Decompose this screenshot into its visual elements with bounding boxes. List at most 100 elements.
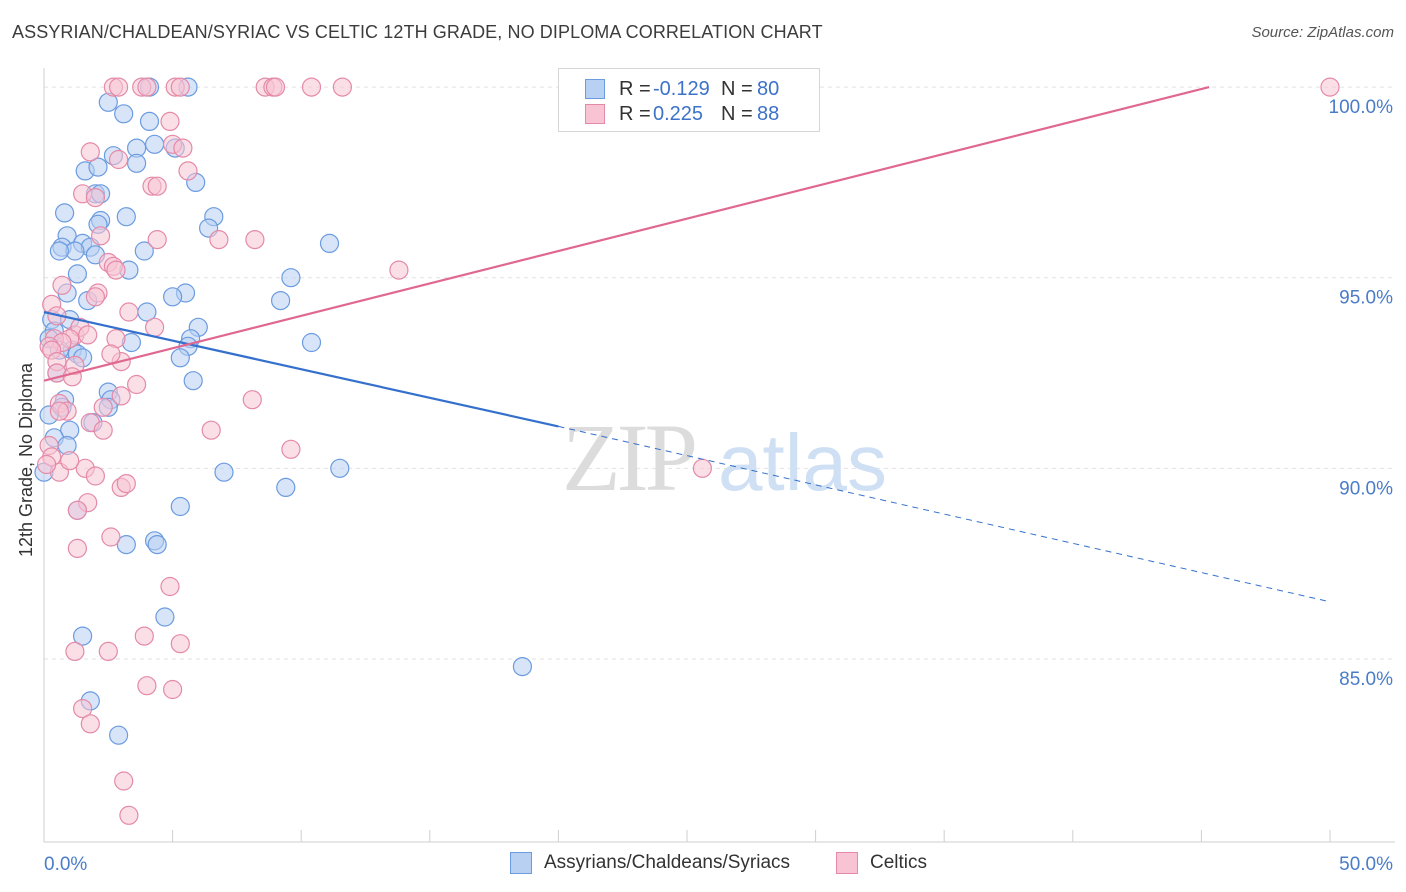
r-value: 0.225: [653, 102, 704, 125]
data-point-assyrian: [170, 348, 190, 368]
data-point-celtic: [114, 771, 134, 791]
legend-swatch-assyrian: [510, 852, 532, 874]
data-point-celtic: [67, 538, 88, 559]
data-point-assyrian: [67, 264, 88, 284]
data-point-celtic: [98, 641, 118, 662]
legend-swatch-assyrian: [585, 79, 605, 99]
data-point-celtic: [101, 527, 121, 547]
gridlines: [44, 86, 1395, 660]
x-tick-label: 0.0%: [44, 854, 87, 875]
data-point-celtic: [52, 275, 72, 295]
data-point-assyrian: [163, 287, 183, 307]
data-point-celtic: [160, 111, 180, 132]
r-label: R =: [619, 102, 651, 125]
data-point-assyrian: [54, 203, 75, 223]
data-point-assyrian: [116, 534, 136, 555]
data-point-celtic: [137, 676, 157, 696]
trend-lines: [43, 85, 1331, 603]
data-point-celtic: [67, 500, 88, 520]
data-point-assyrian: [49, 241, 70, 261]
data-point-celtic: [80, 714, 100, 734]
chart-title: ASSYRIAN/CHALDEAN/SYRIAC VS CELTIC 12TH …: [12, 22, 823, 42]
legend-label-celtic: Celtics: [870, 852, 928, 873]
y-tick-label: 90.0%: [1339, 478, 1393, 499]
data-point-celtic: [170, 634, 190, 654]
data-point-celtic: [116, 474, 136, 494]
data-point-assyrian: [147, 534, 167, 555]
data-point-assyrian: [155, 607, 175, 627]
legend-swatch-celtic: [585, 104, 605, 124]
data-point-celtic: [62, 367, 82, 387]
data-point-celtic: [108, 149, 129, 170]
tick-labels: 85.0% 90.0% 95.0% 100.0% 0.0% 50.0%: [44, 97, 1393, 875]
n-label: N =: [721, 77, 753, 100]
data-point-celtic: [90, 226, 111, 246]
data-point-celtic: [301, 77, 322, 97]
data-point-assyrian: [72, 626, 93, 646]
data-point-assyrian: [271, 291, 291, 311]
data-point-celtic: [65, 641, 85, 662]
data-point-celtic: [245, 230, 265, 250]
data-point-celtic: [209, 230, 229, 250]
data-point-assyrian: [145, 134, 165, 154]
trend-line-assyrian: [43, 310, 559, 428]
data-point-celtic: [119, 805, 139, 825]
data-point-celtic: [119, 302, 139, 322]
r-value: -0.129: [653, 77, 710, 100]
data-point-assyrian: [319, 233, 340, 253]
data-point-assyrian: [281, 268, 301, 288]
data-point-celtic: [147, 230, 167, 250]
correlation-legend: R = -0.129 N = 80 R = 0.225 N = 88: [558, 68, 820, 132]
data-point-assyrian: [276, 477, 296, 497]
data-point-assyrian: [301, 332, 322, 353]
data-point-celtic: [80, 142, 100, 162]
data-point-celtic: [93, 397, 113, 417]
series-legend: Assyrians/Chaldeans/Syriacs Celtics: [0, 852, 1406, 876]
data-point-celtic: [692, 458, 713, 478]
data-point-celtic: [1320, 77, 1340, 97]
legend-row-assyrian: R = -0.129 N = 80: [585, 77, 779, 101]
data-point-celtic: [137, 77, 157, 97]
data-point-celtic: [72, 698, 93, 719]
data-point-celtic: [170, 77, 190, 97]
data-point-assyrian: [139, 111, 160, 132]
data-point-assyrian: [512, 656, 533, 677]
data-point-assyrian: [214, 462, 234, 482]
data-point-assyrian: [330, 458, 350, 478]
legend-label-assyrian: Assyrians/Chaldeans/Syriacs: [544, 852, 791, 873]
data-point-celtic: [281, 439, 301, 459]
data-point-celtic: [265, 77, 286, 97]
data-point-celtic: [145, 317, 165, 337]
y-axis-label: 12th Grade, No Diploma: [16, 362, 36, 557]
x-tick-label: 50.0%: [1339, 854, 1393, 875]
data-point-assyrian: [114, 104, 134, 124]
data-point-assyrian: [88, 157, 108, 177]
legend-item-celtic[interactable]: Celtics: [836, 852, 927, 874]
trend-line-celtic: [43, 85, 1210, 382]
data-points: [34, 77, 1340, 825]
data-point-celtic: [78, 325, 98, 345]
legend-row-celtic: R = 0.225 N = 88: [585, 102, 779, 126]
data-point-celtic: [36, 454, 57, 475]
y-tick-label: 100.0%: [1329, 97, 1394, 118]
data-point-assyrian: [116, 207, 136, 227]
data-point-celtic: [178, 161, 198, 181]
n-label: N =: [721, 102, 753, 125]
data-point-celtic: [242, 390, 262, 410]
y-tick-label: 95.0%: [1339, 288, 1393, 309]
data-point-assyrian: [127, 153, 147, 173]
n-value: 88: [757, 102, 780, 125]
watermark-atlas: atlas: [718, 418, 887, 507]
data-point-celtic: [163, 679, 183, 700]
data-point-celtic: [60, 451, 80, 471]
watermark: ZIP atlas: [562, 404, 887, 511]
r-label: R =: [619, 77, 651, 100]
n-value: 80: [757, 77, 780, 100]
data-point-assyrian: [170, 496, 190, 517]
data-point-celtic: [201, 420, 221, 440]
data-point-celtic: [108, 77, 129, 97]
legend-item-assyrian[interactable]: Assyrians/Chaldeans/Syriacs: [510, 852, 790, 874]
data-point-celtic: [85, 466, 106, 486]
data-point-celtic: [127, 374, 147, 395]
